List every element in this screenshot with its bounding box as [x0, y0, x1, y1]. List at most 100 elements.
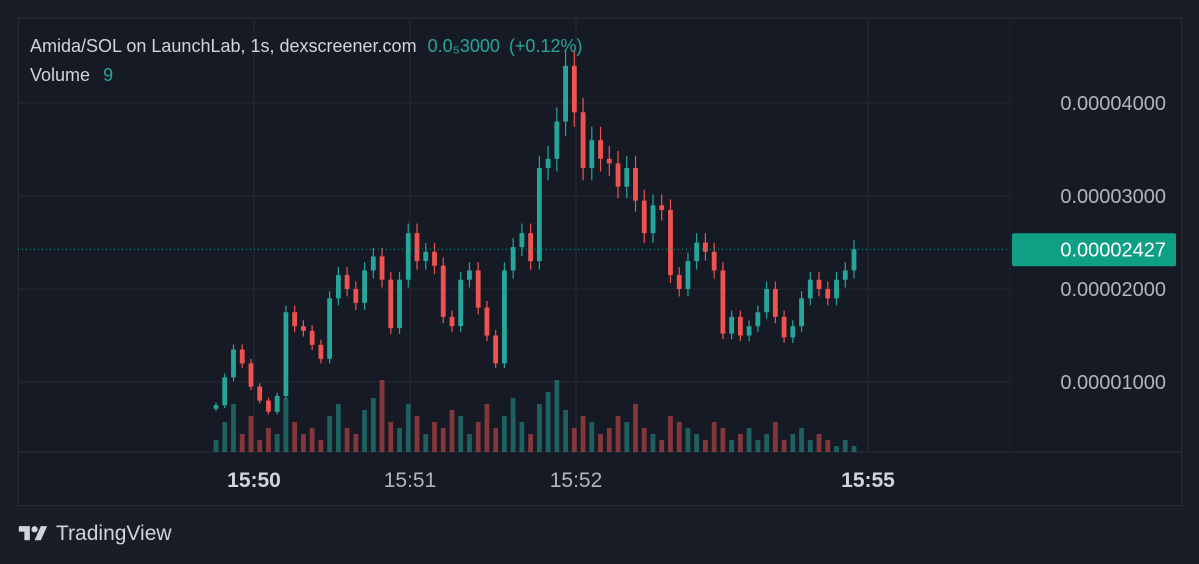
candle-body — [335, 275, 341, 299]
last-price-text: 0.0₅3000 — [427, 36, 500, 56]
candle-body — [300, 326, 306, 331]
candle-body — [493, 335, 499, 364]
volume-bar — [248, 416, 254, 452]
candle-body — [746, 326, 752, 336]
volume-bar — [440, 428, 446, 452]
candle-body — [641, 200, 647, 234]
chart-frame — [18, 18, 1182, 506]
candle-body — [283, 312, 289, 396]
candle-body — [650, 205, 656, 234]
candle-body — [851, 249, 857, 271]
tradingview-logo-icon — [18, 526, 48, 541]
candle-body — [414, 233, 420, 262]
volume-bar — [231, 404, 236, 452]
volume-bar — [213, 440, 219, 452]
candle-body — [790, 326, 796, 338]
candle-body — [807, 279, 813, 299]
candle-body — [589, 140, 595, 169]
candle-body — [484, 307, 490, 336]
volume-bar — [510, 398, 516, 452]
volume-bar — [222, 422, 228, 452]
y-tick-label: 0.00003000 — [1060, 186, 1166, 208]
candle-body — [440, 265, 446, 317]
volume-bar — [851, 446, 857, 452]
volume-bar — [414, 416, 420, 452]
candle-body — [711, 251, 717, 271]
volume-bar — [388, 422, 394, 452]
volume-bar — [257, 440, 263, 452]
candle-body — [239, 349, 245, 364]
volume-bar — [266, 428, 271, 452]
candle-body — [720, 270, 726, 334]
volume-bar — [475, 422, 481, 452]
candle-body — [598, 140, 603, 159]
volume-bar — [711, 422, 717, 452]
volume-bar — [807, 440, 813, 452]
volume-bar — [344, 428, 350, 452]
volume-line: Volume 9 — [30, 61, 582, 90]
candle-body — [327, 298, 333, 359]
volume-bar — [300, 434, 306, 452]
candle-body — [781, 316, 787, 338]
last-price-badge — [1012, 233, 1176, 267]
volume-bar — [676, 422, 682, 452]
change-text: (+0.12%) — [508, 36, 583, 56]
candle-body — [571, 65, 577, 113]
candle-body — [764, 289, 770, 313]
volume-bar — [755, 440, 761, 452]
volume-bar — [353, 434, 359, 452]
volume-bar — [685, 428, 691, 452]
volume-bar — [484, 404, 490, 452]
volume-bar — [502, 416, 507, 452]
volume-bar — [737, 434, 743, 452]
symbol-line: Amida/SOL on LaunchLab, 1s, dexscreener.… — [30, 32, 582, 61]
volume-bar — [423, 434, 429, 452]
candle-body — [510, 247, 516, 271]
volume-bar — [694, 434, 700, 452]
candle-body — [729, 316, 735, 334]
candle-body — [423, 251, 429, 262]
candle-body — [615, 163, 621, 187]
candle-body — [536, 168, 542, 262]
volume-bar — [362, 410, 367, 452]
x-tick-label: 15:52 — [550, 469, 603, 492]
y-tick-label: 0.00002000 — [1060, 279, 1166, 301]
volume-bar — [703, 440, 708, 452]
candle-body — [405, 233, 411, 280]
volume-bar — [563, 410, 568, 452]
volume-value: 9 — [103, 65, 114, 85]
tradingview-brand[interactable]: TradingView — [16, 522, 172, 546]
x-tick-label: 15:50 — [227, 469, 281, 492]
candle-body — [772, 289, 778, 317]
candle-body — [248, 363, 254, 387]
candle-body — [694, 242, 700, 262]
volume-bar — [397, 428, 402, 452]
volume-bar — [493, 428, 499, 452]
candle-body — [703, 242, 708, 252]
volume-bar — [309, 428, 315, 452]
candle-body — [799, 298, 804, 327]
volume-bar — [545, 392, 551, 452]
candle-body — [370, 256, 376, 271]
candle-body — [519, 233, 525, 248]
volume-bar — [528, 434, 534, 452]
candle-body — [344, 275, 350, 289]
candle-body — [816, 279, 822, 289]
volume-bar — [668, 416, 673, 452]
candle-body — [737, 316, 743, 336]
volume-bar — [292, 422, 298, 452]
candle-body — [213, 405, 219, 409]
chart-legend: Amida/SOL on LaunchLab, 1s, dexscreener.… — [30, 32, 582, 90]
candle-body — [668, 209, 673, 276]
candle-body — [222, 377, 228, 406]
candle-body — [528, 233, 534, 262]
candle-body — [309, 330, 315, 345]
candle-body — [659, 205, 665, 210]
candle-body — [633, 168, 638, 201]
candle-body — [554, 121, 560, 159]
volume-bar — [589, 422, 595, 452]
candle-body — [274, 395, 280, 412]
y-tick-label: 0.00001000 — [1060, 372, 1166, 394]
volume-bar — [554, 380, 560, 452]
